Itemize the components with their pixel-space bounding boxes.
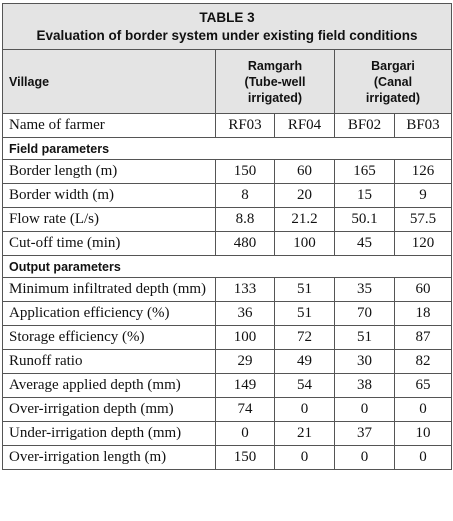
farmer-id: RF04 [274,113,335,138]
cell-value: 65 [394,373,452,398]
cell-value: 18 [394,301,452,326]
row-label: Average applied depth (mm) [2,373,216,398]
data-row: Under-irrigation depth (mm) 0 21 37 10 [2,421,452,446]
cell-value: 100 [274,231,335,256]
farmer-id: RF03 [215,113,275,138]
data-row: Over-irrigation depth (mm) 74 0 0 0 [2,397,452,422]
group-header-line: irrigated) [247,90,303,105]
cell-value: 165 [334,159,395,184]
data-row: Minimum infiltrated depth (mm) 133 51 35 60 [2,277,452,302]
cell-value: 45 [334,231,395,256]
data-row: Border width (m) 8 20 15 9 [2,183,452,208]
cell-value: 21.2 [274,207,335,232]
cell-value: 51 [334,325,395,350]
cell-value: 126 [394,159,452,184]
farmer-id: BF03 [394,113,452,138]
cell-value: 10 [394,421,452,446]
cell-value: 54 [274,373,335,398]
cell-value: 36 [215,301,275,326]
cell-value: 150 [215,159,275,184]
cell-value: 35 [334,277,395,302]
row-label: Application efficiency (%) [2,301,216,326]
cell-value: 149 [215,373,275,398]
cell-value: 8 [215,183,275,208]
data-row: Cut-off time (min) 480 100 45 120 [2,231,452,256]
row-label: Minimum infiltrated depth (mm) [2,277,216,302]
row-label: Over-irrigation length (m) [2,445,216,470]
cell-value: 0 [334,397,395,422]
cell-value: 8.8 [215,207,275,232]
section-title: Output parameters [2,255,452,278]
cell-value: 60 [274,159,335,184]
group-header-line: irrigated) [365,90,421,105]
data-row: Flow rate (L/s) 8.8 21.2 50.1 57.5 [2,207,452,232]
cell-value: 72 [274,325,335,350]
section-row: Output parameters [2,255,452,278]
group-header: Bargari (Canal irrigated) [334,49,452,114]
row-label: Storage efficiency (%) [2,325,216,350]
cell-value: 0 [274,445,335,470]
cell-value: 51 [274,277,335,302]
cell-value: 21 [274,421,335,446]
cell-value: 0 [394,445,452,470]
section-row: Field parameters [2,137,452,160]
cell-value: 38 [334,373,395,398]
data-row: Border length (m) 150 60 165 126 [2,159,452,184]
data-row: Runoff ratio 29 49 30 82 [2,349,452,374]
group-header-line: (Tube-well [244,74,306,89]
data-row: Application efficiency (%) 36 51 70 18 [2,301,452,326]
cell-value: 70 [334,301,395,326]
cell-value: 50.1 [334,207,395,232]
subtitle: Evaluation of border system under existi… [36,27,418,43]
cell-value: 49 [274,349,335,374]
cell-value: 87 [394,325,452,350]
farmer-row: Name of farmer RF03 RF04 BF02 BF03 [2,113,452,138]
cell-value: 0 [274,397,335,422]
row-label: Border width (m) [2,183,216,208]
data-row: Storage efficiency (%) 100 72 51 87 [2,325,452,350]
data-row: Over-irrigation length (m) 150 0 0 0 [2,445,452,470]
table-body: TABLE 3 Evaluation of border system unde… [2,3,452,470]
village-header: Village [2,49,216,114]
row-label: Flow rate (L/s) [2,207,216,232]
cell-value: 15 [334,183,395,208]
cell-value: 0 [334,445,395,470]
cell-value: 60 [394,277,452,302]
group-header-line: (Canal [373,74,413,89]
row-label: Border length (m) [2,159,216,184]
header-row: Village Ramgarh (Tube-well irrigated) Bargar… [2,49,452,114]
row-label: Over-irrigation depth (mm) [2,397,216,422]
cell-value: 0 [215,421,275,446]
cell-value: 29 [215,349,275,374]
cell-value: 51 [274,301,335,326]
cell-value: 120 [394,231,452,256]
cell-value: 9 [394,183,452,208]
cell-value: 100 [215,325,275,350]
group-header-line: Ramgarh [247,58,303,73]
cell-value: 133 [215,277,275,302]
cell-value: 150 [215,445,275,470]
title-cell: TABLE 3 Evaluation of border system unde… [2,3,452,50]
data-table: TABLE 3 Evaluation of border system unde… [2,3,452,470]
cell-value: 0 [394,397,452,422]
cell-value: 57.5 [394,207,452,232]
section-title: Field parameters [2,137,452,160]
row-label: Cut-off time (min) [2,231,216,256]
group-header-line: Bargari [371,58,415,73]
farmer-id: BF02 [334,113,395,138]
data-row: Average applied depth (mm) 149 54 38 65 [2,373,452,398]
cell-value: 30 [334,349,395,374]
cell-value: 480 [215,231,275,256]
row-label: Name of farmer [2,113,216,138]
cell-value: 74 [215,397,275,422]
cell-value: 82 [394,349,452,374]
group-header: Ramgarh (Tube-well irrigated) [215,49,335,114]
title-row: TABLE 3 Evaluation of border system unde… [2,3,452,50]
title: TABLE 3 [199,9,255,25]
cell-value: 20 [274,183,335,208]
cell-value: 37 [334,421,395,446]
row-label: Under-irrigation depth (mm) [2,421,216,446]
row-label: Runoff ratio [2,349,216,374]
